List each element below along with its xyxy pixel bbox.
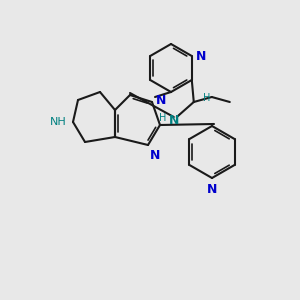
Text: H: H (159, 113, 167, 123)
Text: H: H (203, 93, 210, 103)
Text: N: N (169, 113, 179, 127)
Text: N: N (156, 94, 166, 107)
Text: N: N (150, 149, 160, 162)
Text: N: N (196, 50, 206, 62)
Text: NH: NH (50, 117, 67, 127)
Text: N: N (207, 183, 217, 196)
